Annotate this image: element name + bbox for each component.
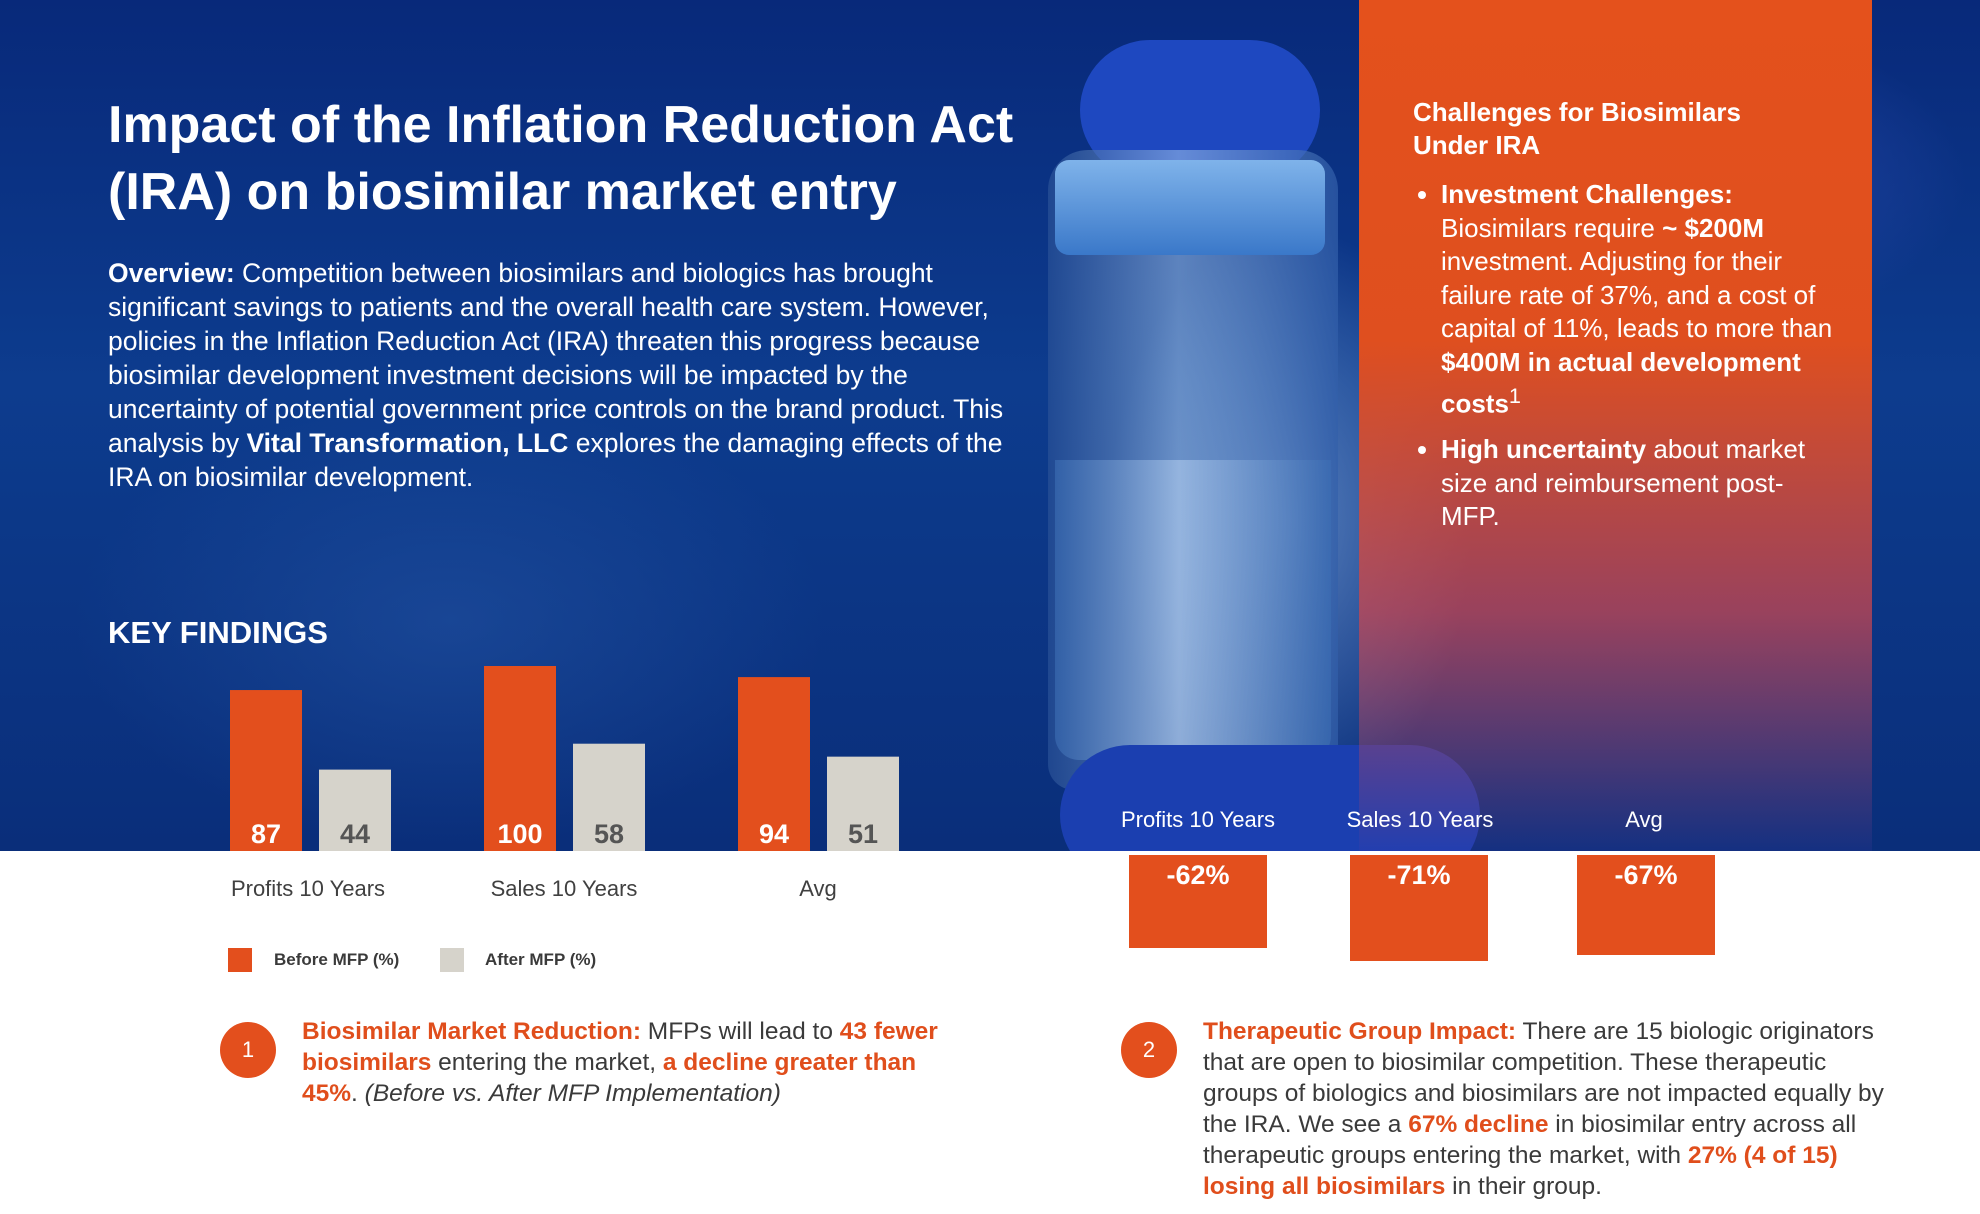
bar-value-label: 100 bbox=[497, 819, 542, 849]
decline-value-label: -67% bbox=[1614, 860, 1678, 890]
challenge-item-investment: Investment Challenges: Biosimilars requi… bbox=[1441, 178, 1841, 421]
finding-highlight: 43 fewer biosimilars bbox=[302, 1018, 938, 1076]
challenges-list: Investment Challenges: Biosimilars requi… bbox=[1413, 178, 1841, 546]
finding-highlight: 27% (4 of 15) losing all biosimilars bbox=[1203, 1142, 1838, 1200]
hero-banner bbox=[0, 0, 1980, 851]
legend-swatch-after bbox=[440, 948, 464, 972]
vial-cap-image bbox=[1055, 160, 1325, 255]
finding-highlight: a decline greater than 45% bbox=[302, 1049, 917, 1107]
overview-text-2: explores the damaging effects of the IRA… bbox=[108, 428, 1003, 492]
finding-1-text: Biosimilar Market Reduction: MFPs will l… bbox=[302, 1016, 962, 1109]
overview-company: Vital Transformation, LLC bbox=[246, 428, 569, 458]
decline-category-label: Sales 10 Years bbox=[1346, 807, 1494, 832]
challenge-item-title: High uncertainty bbox=[1441, 434, 1647, 465]
challenge-item-text: Biosimilars require bbox=[1441, 212, 1663, 243]
vial-liquid-image bbox=[1055, 460, 1331, 760]
decline-category-label: Avg bbox=[1625, 807, 1663, 832]
bar-value-label: 51 bbox=[848, 819, 878, 849]
overview-label: Overview: bbox=[108, 258, 235, 288]
footnote-marker: 1 bbox=[1508, 383, 1521, 408]
key-findings-heading: KEY FINDINGS bbox=[108, 615, 328, 650]
decline-bar bbox=[1129, 855, 1267, 948]
overview-text-1: Competition between biosimilars and biol… bbox=[108, 258, 1004, 458]
challenges-panel bbox=[1359, 0, 1872, 851]
category-label: Sales 10 Years bbox=[490, 876, 638, 901]
finding-number-badge: 2 bbox=[1121, 1022, 1177, 1078]
decline-bar bbox=[1577, 855, 1715, 956]
finding-note: (Before vs. After MFP Implementation) bbox=[364, 1080, 781, 1107]
finding-highlight: 67% decline bbox=[1408, 1111, 1549, 1138]
overview-paragraph: Overview: Competition between biosimilar… bbox=[108, 256, 1008, 494]
finding-text: entering the market, bbox=[431, 1049, 663, 1076]
bar-value-label: 94 bbox=[759, 819, 789, 849]
finding-title: Therapeutic Group Impact: bbox=[1203, 1018, 1517, 1045]
page-title: Impact of the Inflation Reduction Act (I… bbox=[108, 96, 1014, 221]
challenge-item-text: about market size and reimbursement post… bbox=[1441, 434, 1806, 532]
category-label: Profits 10 Years bbox=[230, 876, 386, 901]
challenge-item-text: investment. Adjusting for their failure … bbox=[1441, 246, 1833, 343]
bar-value-label: 44 bbox=[340, 819, 370, 849]
finding-text: in their group. bbox=[1445, 1173, 1602, 1200]
challenge-item-highlight: $400M in actual development costs bbox=[1441, 346, 1801, 419]
bar-value-label: 87 bbox=[251, 819, 281, 849]
legend-label-before: Before MFP (%) bbox=[274, 950, 400, 969]
bar-value-label: 58 bbox=[594, 819, 624, 849]
challenge-item-uncertainty: High uncertainty about market size and r… bbox=[1441, 433, 1841, 534]
bar-before-mfp bbox=[484, 666, 556, 851]
finding-title: Biosimilar Market Reduction: bbox=[302, 1018, 641, 1045]
challenge-item-highlight: ~ $200M bbox=[1662, 212, 1764, 243]
bar-after-mfp bbox=[827, 756, 899, 851]
legend-label-after: After MFP (%) bbox=[485, 950, 597, 969]
finding-text: There are 15 biologic originators that a… bbox=[1203, 1018, 1884, 1138]
category-label: Avg bbox=[799, 876, 837, 901]
decline-category-label: Profits 10 Years bbox=[1120, 807, 1276, 832]
challenges-heading: Challenges for Biosimilars Under IRA bbox=[1413, 97, 1741, 160]
finding-text: . bbox=[351, 1080, 365, 1107]
finding-text: in biosimilar entry across all therapeut… bbox=[1203, 1111, 1857, 1169]
decline-value-label: -71% bbox=[1387, 860, 1451, 890]
finding-text: MFPs will lead to bbox=[640, 1018, 840, 1045]
bar-after-mfp bbox=[319, 769, 391, 851]
bar-after-mfp bbox=[573, 743, 645, 851]
finding-2-text: Therapeutic Group Impact: There are 15 b… bbox=[1203, 1016, 1903, 1202]
challenge-item-title: Investment Challenges: bbox=[1441, 179, 1733, 209]
bar-before-mfp bbox=[738, 677, 810, 851]
key-findings-bar-chart: 87 44 100 58 94 51 bbox=[230, 666, 899, 851]
legend-swatch-before bbox=[228, 948, 252, 972]
decline-bar bbox=[1350, 855, 1488, 961]
bar-before-mfp bbox=[230, 690, 302, 851]
decline-value-label: -62% bbox=[1166, 860, 1230, 890]
finding-number-badge: 1 bbox=[220, 1022, 276, 1078]
